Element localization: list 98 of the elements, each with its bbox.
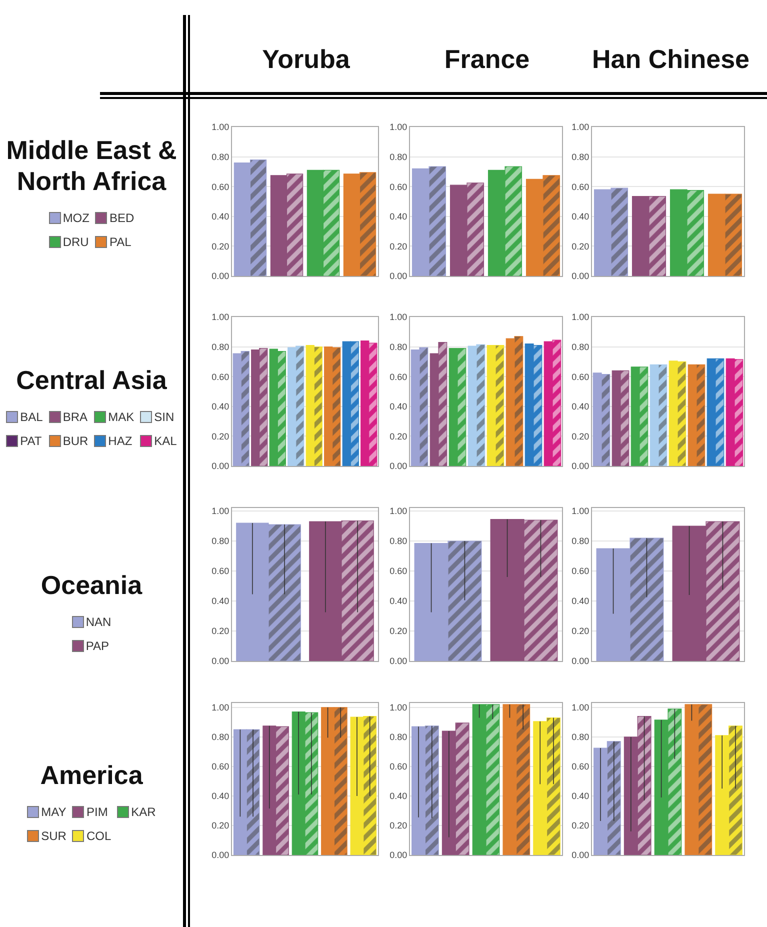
- y-tick-label: 1.00: [572, 122, 590, 132]
- y-tick-label: 1.00: [572, 312, 590, 322]
- y-tick-label: 0.60: [572, 762, 590, 772]
- y-tick-label: 0.00: [572, 271, 590, 282]
- y-tick-label: 0.40: [212, 791, 230, 802]
- category-label: BRA: [62, 410, 88, 424]
- y-tick-label: 0.00: [390, 461, 408, 472]
- y-tick-label: 0.40: [212, 402, 230, 412]
- y-tick-label: 0.80: [390, 536, 408, 546]
- y-tick-label: 0.20: [572, 626, 590, 636]
- y-tick-label: 0.80: [390, 152, 408, 162]
- y-tick-label: 1.00: [572, 702, 590, 713]
- y-tick-label: 0.00: [390, 850, 408, 860]
- y-tick-label: 0.20: [390, 820, 408, 831]
- y-tick-label: 0.60: [572, 566, 590, 576]
- y-tick-label: 1.00: [212, 506, 230, 516]
- y-tick-label: 0.40: [390, 402, 408, 412]
- category-label: NAN: [86, 615, 112, 630]
- category-label: COL: [86, 829, 112, 844]
- y-tick-label: 0.40: [572, 791, 590, 802]
- y-tick-label: 0.80: [212, 152, 230, 162]
- y-tick-label: 0.80: [390, 732, 408, 742]
- y-tick-label: 1.00: [212, 312, 230, 322]
- y-tick-label: 1.00: [390, 312, 408, 322]
- category-label: PAL: [109, 235, 132, 250]
- y-tick-label: 0.00: [212, 850, 230, 860]
- y-tick-label: 0.20: [390, 241, 408, 252]
- text: Middle East & North Africa: [5, 135, 178, 198]
- text: Central Asia: [16, 365, 167, 396]
- y-tick-label: 0.40: [572, 596, 590, 606]
- y-tick-label: 0.20: [212, 820, 230, 831]
- y-tick-label: 0.00: [390, 271, 408, 282]
- y-tick-label: 0.80: [572, 342, 590, 352]
- y-tick-label: 0.60: [390, 372, 408, 382]
- y-tick-label: 0.00: [572, 656, 590, 666]
- y-tick-label: 0.60: [212, 566, 230, 576]
- category-label: HAZ: [108, 434, 132, 448]
- y-tick-label: 0.40: [390, 596, 408, 606]
- chart-title: Han Chinese: [592, 44, 750, 75]
- y-tick-label: 0.80: [212, 536, 230, 546]
- y-tick-label: 0.60: [212, 182, 230, 192]
- y-tick-label: 0.20: [390, 626, 408, 636]
- chart-title: France: [443, 44, 531, 75]
- y-tick-label: 0.60: [212, 372, 230, 382]
- y-tick-label: 0.80: [572, 732, 590, 742]
- y-tick-label: 0.40: [572, 212, 590, 222]
- y-tick-label: 0.00: [212, 271, 230, 282]
- category-label: SUR: [41, 829, 66, 844]
- y-tick-label: 0.00: [572, 850, 590, 860]
- y-tick-label: 0.20: [572, 431, 590, 442]
- y-tick-label: 1.00: [212, 122, 230, 132]
- y-tick-label: 1.00: [390, 702, 408, 713]
- y-tick-label: 0.40: [212, 596, 230, 606]
- category-label: MOZ: [62, 211, 90, 226]
- y-tick-label: 0.20: [572, 241, 590, 252]
- category-label: MAK: [108, 410, 134, 424]
- y-tick-label: 0.80: [212, 342, 230, 352]
- category-label: PAP: [86, 639, 109, 654]
- y-tick-label: 0.40: [390, 212, 408, 222]
- category-label: SIN: [154, 410, 174, 424]
- text: Oceania: [40, 570, 142, 602]
- category-label: KAR: [131, 805, 156, 820]
- category-label: BUR: [62, 434, 88, 448]
- y-tick-label: 0.40: [212, 212, 230, 222]
- y-tick-label: 0.20: [212, 626, 230, 636]
- y-tick-label: 1.00: [572, 506, 590, 516]
- y-tick-label: 0.60: [212, 762, 230, 772]
- y-tick-label: 0.20: [390, 431, 408, 442]
- y-tick-label: 0.00: [212, 656, 230, 666]
- y-tick-label: 1.00: [390, 122, 408, 132]
- category-label: MAY: [41, 805, 66, 820]
- category-label: KAL: [154, 434, 177, 448]
- y-tick-label: 1.00: [390, 506, 408, 516]
- y-tick-label: 0.60: [390, 762, 408, 772]
- category-label: BAL: [20, 410, 43, 424]
- y-tick-label: 0.20: [572, 820, 590, 831]
- y-tick-label: 0.20: [212, 241, 230, 252]
- y-tick-label: 0.80: [390, 342, 408, 352]
- category-label: BED: [109, 211, 134, 226]
- category-label: PIM: [86, 805, 108, 820]
- y-tick-label: 0.20: [212, 431, 230, 442]
- category-label: PAT: [20, 434, 42, 448]
- y-tick-label: 0.60: [572, 372, 590, 382]
- y-tick-label: 0.60: [390, 566, 408, 576]
- y-tick-label: 0.00: [212, 461, 230, 472]
- y-tick-label: 0.80: [572, 536, 590, 546]
- y-tick-label: 0.60: [390, 182, 408, 192]
- y-tick-label: 0.40: [572, 402, 590, 412]
- y-tick-label: 0.00: [390, 656, 408, 666]
- category-label: DRU: [62, 235, 89, 250]
- chart-title: Yoruba: [261, 44, 351, 75]
- y-tick-label: 0.80: [572, 152, 590, 162]
- y-tick-label: 0.80: [212, 732, 230, 742]
- text: America: [40, 760, 143, 792]
- y-tick-label: 1.00: [212, 702, 230, 713]
- y-tick-label: 0.60: [572, 182, 590, 192]
- y-tick-label: 0.40: [390, 791, 408, 802]
- y-tick-label: 0.00: [572, 461, 590, 472]
